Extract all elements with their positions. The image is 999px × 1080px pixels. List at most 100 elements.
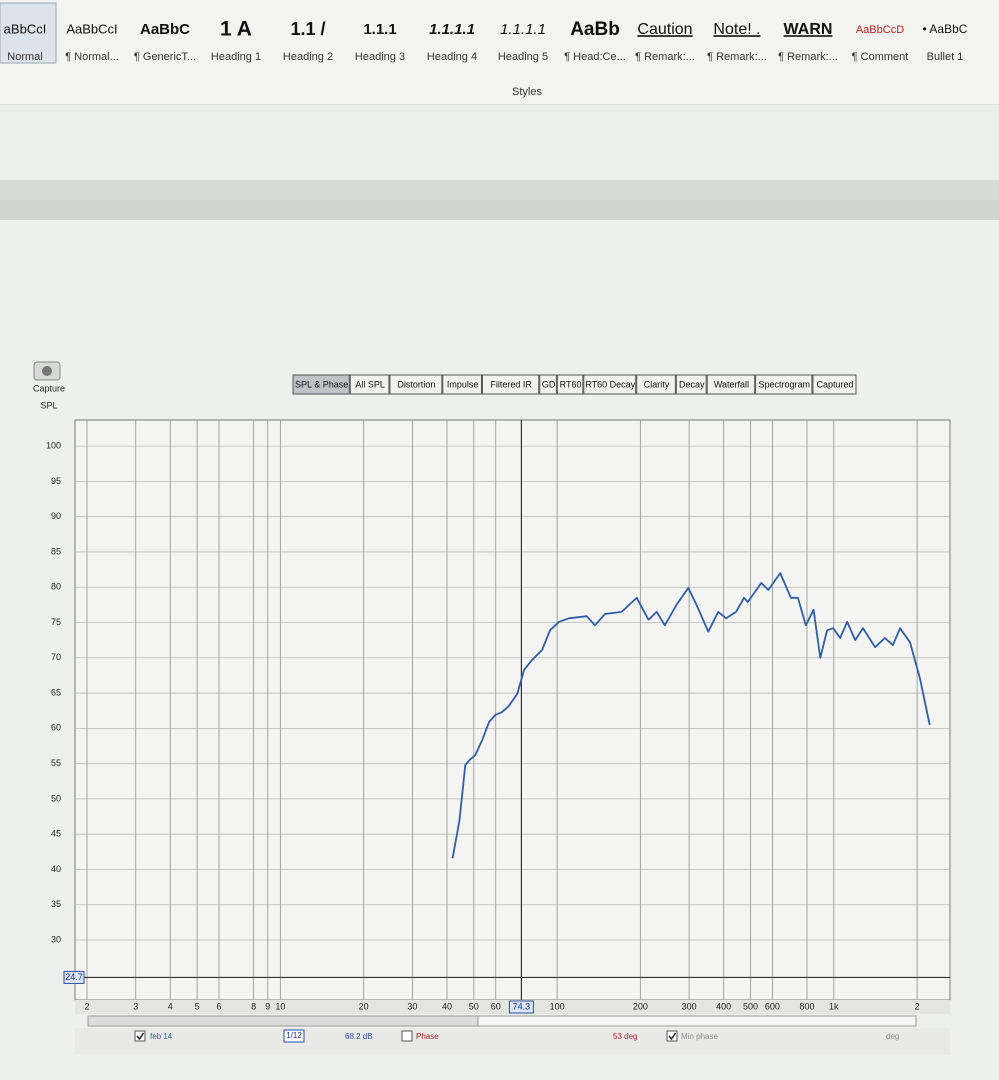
capture-icon xyxy=(42,366,52,376)
x-tick-label: 10 xyxy=(275,1001,285,1011)
x-tick-label: 20 xyxy=(359,1001,369,1011)
x-tick-label: 600 xyxy=(765,1001,780,1011)
tab[interactable] xyxy=(706,374,756,395)
tab[interactable] xyxy=(812,374,857,395)
x-tick-label: 4 xyxy=(168,1001,173,1011)
tab-label[interactable]: GD xyxy=(542,379,556,389)
y-tick-label: 65 xyxy=(51,687,61,697)
x-tick-label: 50 xyxy=(469,1001,479,1011)
style-preview[interactable]: WARN xyxy=(784,21,833,38)
style-preview[interactable]: 1 A xyxy=(220,18,252,41)
y-tick-label: 95 xyxy=(51,476,61,486)
style-preview[interactable]: • AaBbC xyxy=(923,22,968,36)
x-tick-label: 40 xyxy=(442,1001,452,1011)
tab[interactable] xyxy=(442,374,482,395)
tab[interactable] xyxy=(539,374,557,395)
tab-label[interactable]: Waterfall xyxy=(714,379,749,389)
series-line xyxy=(451,572,931,859)
x-tick-label: 400 xyxy=(716,1001,731,1011)
style-name[interactable]: Heading 2 xyxy=(283,51,333,63)
y-tick-label: 30 xyxy=(51,934,61,944)
tab[interactable] xyxy=(636,374,676,395)
phase-checkbox[interactable] xyxy=(401,1030,413,1042)
x-tick-label: 2 xyxy=(915,1001,920,1011)
style-preview[interactable]: Caution xyxy=(637,21,692,38)
y-tick-label: 85 xyxy=(51,546,61,556)
style-preview[interactable]: 1.1 / xyxy=(290,19,325,39)
x-tick-label: 6 xyxy=(217,1001,222,1011)
style-name[interactable]: ¶ Comment xyxy=(852,51,909,63)
cursor-y-label: 24.7 xyxy=(65,972,83,982)
selected-style xyxy=(0,2,57,64)
scrollbar-thumb[interactable] xyxy=(87,1015,479,1027)
tab-label[interactable]: All SPL xyxy=(355,379,385,389)
y-tick-label: 50 xyxy=(51,793,61,803)
x-tick-label: 800 xyxy=(799,1001,814,1011)
tab[interactable] xyxy=(755,374,813,395)
smoothing-box[interactable] xyxy=(283,1029,305,1043)
x-tick-label: 200 xyxy=(633,1001,648,1011)
x-tick-label: 300 xyxy=(682,1001,697,1011)
measurement-checkbox-check xyxy=(136,1032,145,1041)
style-preview[interactable]: 1.1.1.1 xyxy=(500,21,546,38)
style-preview[interactable]: AaBbCcD xyxy=(856,24,904,36)
tab[interactable] xyxy=(349,374,390,395)
tab-label[interactable]: Impulse xyxy=(447,379,479,389)
style-preview[interactable]: AaBbCcI xyxy=(66,21,117,36)
x-tick-label: 30 xyxy=(407,1001,417,1011)
style-preview[interactable]: AaBb xyxy=(570,19,620,40)
tab[interactable] xyxy=(583,374,637,395)
y-tick-label: 90 xyxy=(51,511,61,521)
style-preview[interactable]: 1.1.1.1 xyxy=(429,21,475,38)
style-preview[interactable]: 1.1.1 xyxy=(363,21,396,38)
spl-readout: 68.2 dB xyxy=(345,1032,373,1041)
plot-area xyxy=(74,419,951,1001)
tab-label[interactable]: Distortion xyxy=(397,379,435,389)
x-tick-label: 8 xyxy=(251,1001,256,1011)
style-name[interactable]: ¶ Normal... xyxy=(65,51,119,63)
style-name[interactable]: ¶ Remark:... xyxy=(707,51,767,63)
measurement-checkbox[interactable] xyxy=(134,1030,146,1042)
style-name[interactable]: Heading 3 xyxy=(355,51,405,63)
y-tick-label: 100 xyxy=(46,440,61,450)
tab-label[interactable]: RT60 xyxy=(560,379,582,389)
measurement-name: feb 14 xyxy=(150,1032,173,1041)
style-name[interactable]: ¶ GenericT... xyxy=(134,51,196,63)
tab-label[interactable]: Decay xyxy=(679,379,705,389)
tab[interactable] xyxy=(389,374,443,395)
y-tick-label: 55 xyxy=(51,758,61,768)
x-tick-label: 100 xyxy=(550,1001,565,1011)
style-name[interactable]: Heading 4 xyxy=(427,51,477,63)
min-phase-checkbox[interactable] xyxy=(666,1030,678,1042)
tab[interactable] xyxy=(481,374,540,395)
tab-label[interactable]: RT60 Decay xyxy=(585,379,635,389)
style-name[interactable]: Normal xyxy=(7,51,42,63)
cursor-x-label: 74.3 xyxy=(513,1001,531,1011)
tab-label[interactable]: Captured xyxy=(816,379,853,389)
tab-label[interactable]: SPL & Phase xyxy=(295,379,348,389)
y-tick-label: 75 xyxy=(51,617,61,627)
y-tick-label: 70 xyxy=(51,652,61,662)
style-name[interactable]: ¶ Remark:... xyxy=(635,51,695,63)
tab[interactable] xyxy=(675,374,707,395)
style-preview[interactable]: Note! . xyxy=(713,21,760,38)
style-preview[interactable]: AaBbC xyxy=(140,21,190,38)
tab[interactable] xyxy=(556,374,584,395)
toolbar-band xyxy=(0,200,999,220)
style-name[interactable]: Bullet 1 xyxy=(927,51,964,63)
tab-label[interactable]: Spectrogram xyxy=(759,379,811,389)
style-preview[interactable]: aBbCcI xyxy=(4,21,47,36)
tab-label[interactable]: Clarity xyxy=(644,379,670,389)
style-name[interactable]: ¶ Head:Ce... xyxy=(564,51,626,63)
phase-readout: 53 deg xyxy=(613,1032,637,1041)
style-name[interactable]: Heading 5 xyxy=(498,51,548,63)
phase-label: Phase xyxy=(416,1032,439,1041)
cursor-label-box xyxy=(63,970,85,984)
tab[interactable] xyxy=(292,374,350,395)
tab-label[interactable]: Filtered IR xyxy=(490,379,532,389)
style-name[interactable]: ¶ Remark:... xyxy=(778,51,838,63)
y-tick-label: 80 xyxy=(51,582,61,592)
style-name[interactable]: Heading 1 xyxy=(211,51,261,63)
